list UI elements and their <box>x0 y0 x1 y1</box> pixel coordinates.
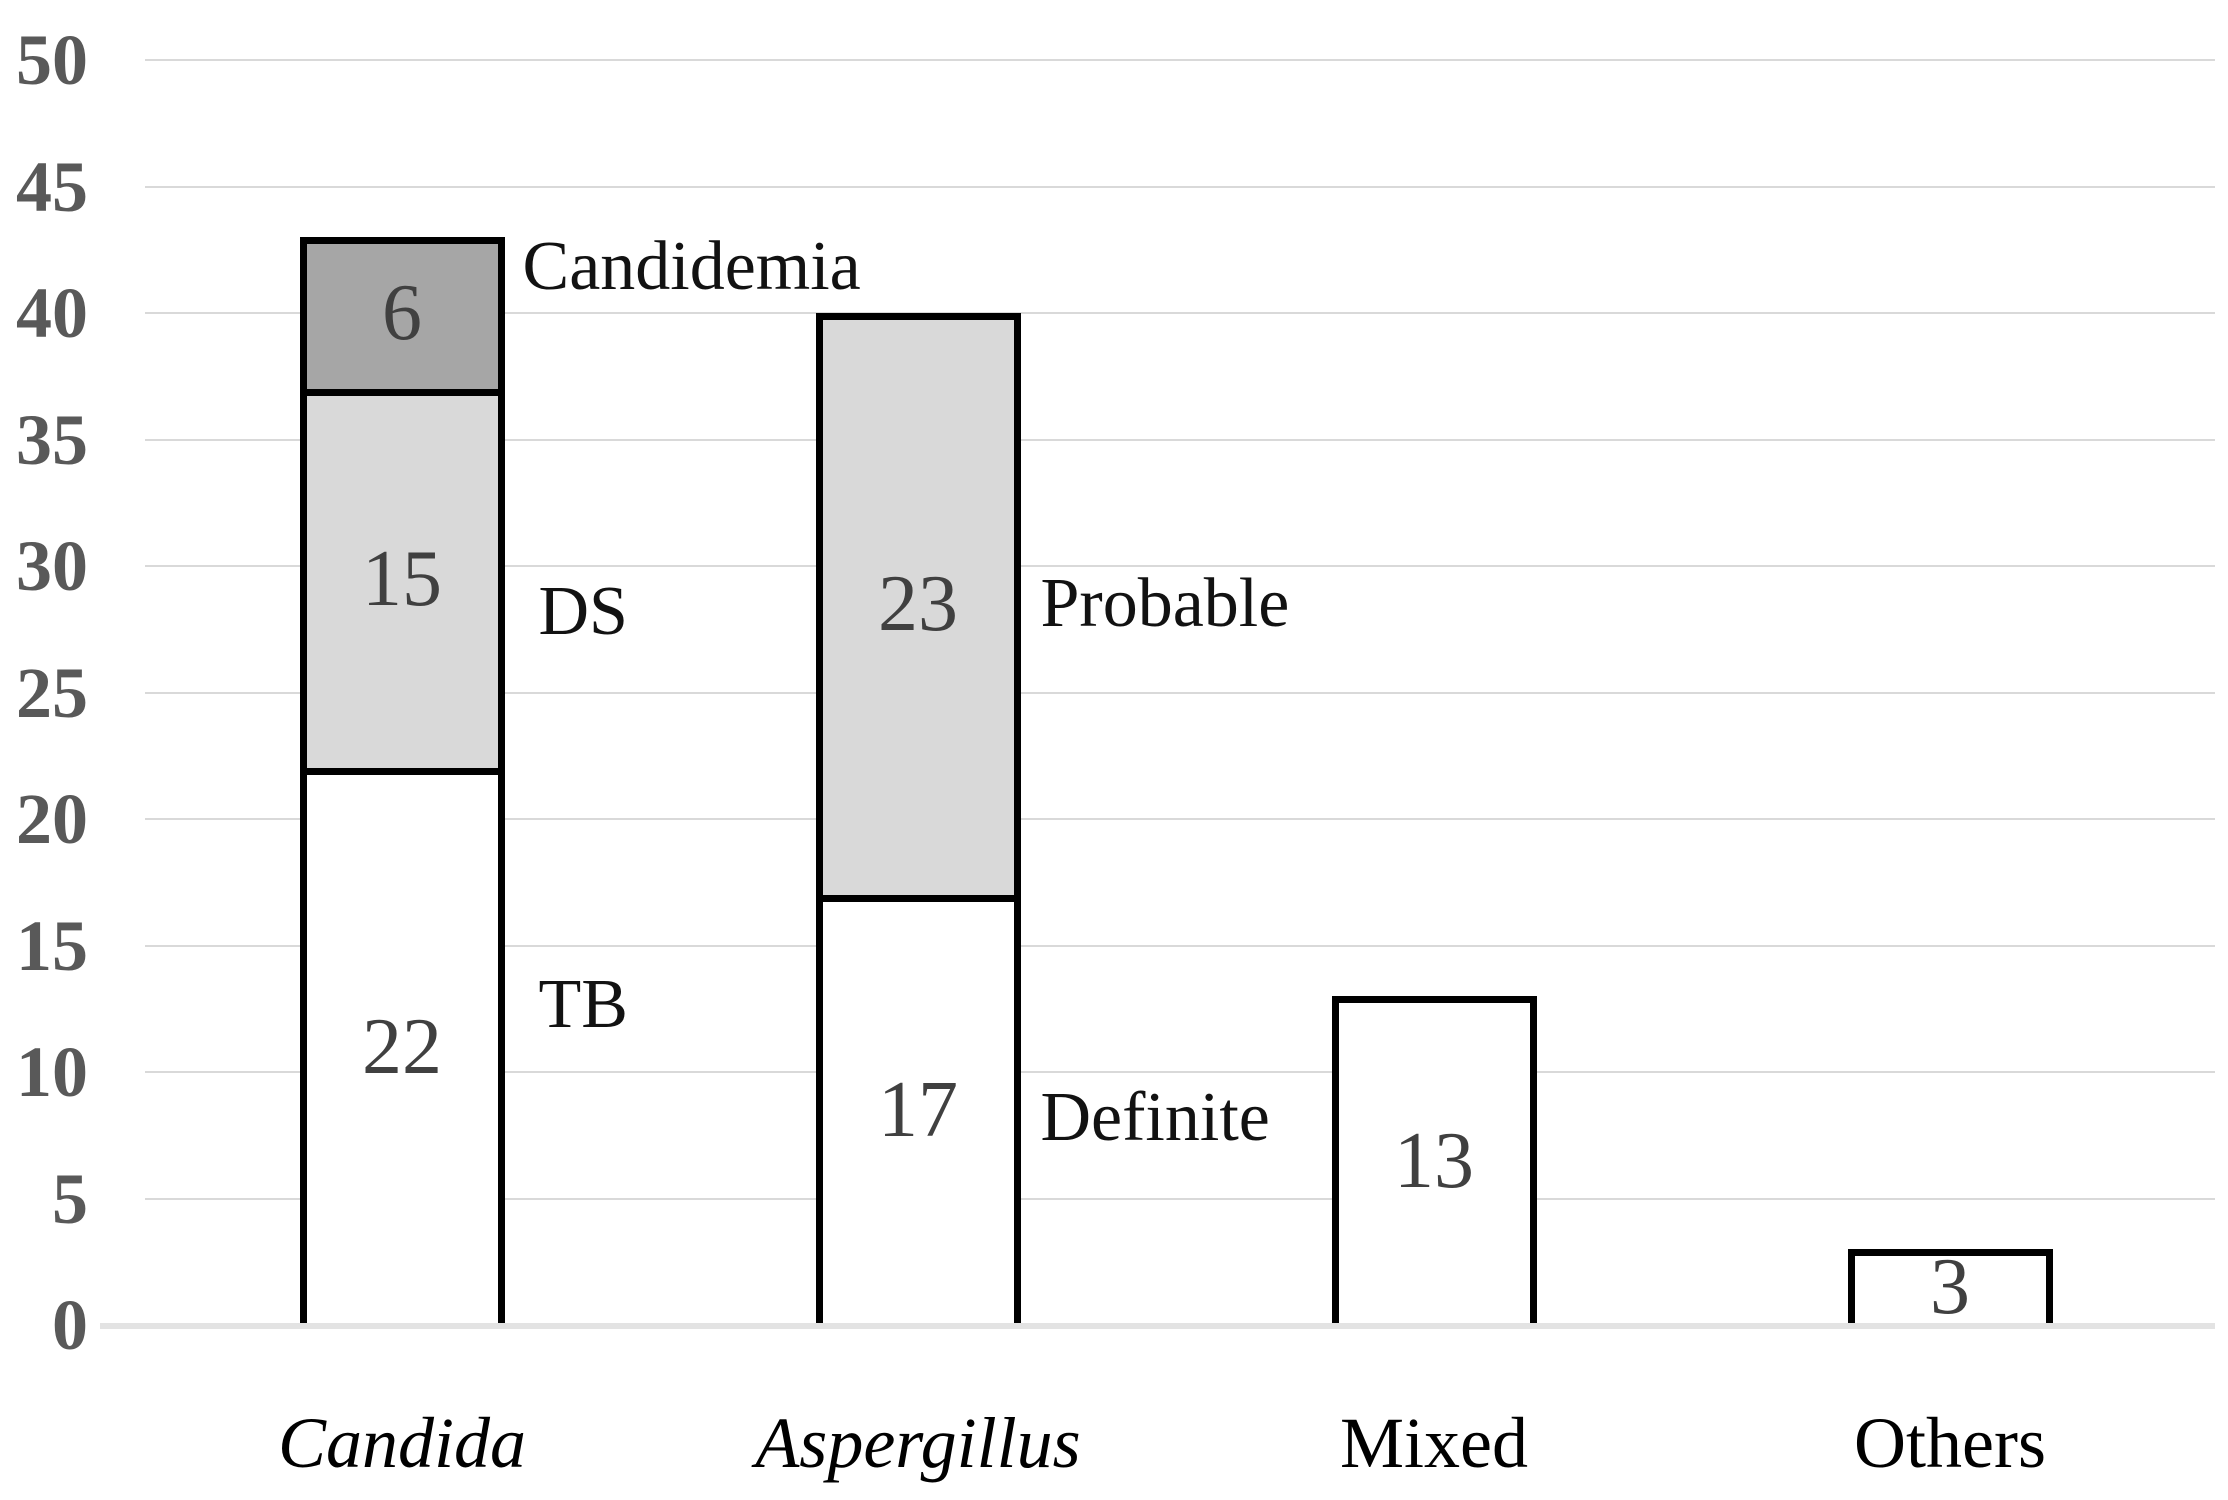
y-tick-label-20: 20 <box>16 779 88 859</box>
value-label-mixed-13: 13 <box>1394 1116 1474 1205</box>
value-label-candida-15: 15 <box>362 534 442 623</box>
gridline-15 <box>145 944 2215 947</box>
x-category-label-mixed: Mixed <box>1340 1403 1528 1483</box>
y-tick-label-10: 10 <box>16 1032 88 1112</box>
annotation-tb: TB <box>538 965 628 1043</box>
x-category-label-others: Others <box>1854 1403 2046 1483</box>
value-label-others-3: 3 <box>1930 1243 1970 1332</box>
annotation-definite: Definite <box>1040 1078 1270 1156</box>
annotation-ds: DS <box>538 572 628 650</box>
gridline-20 <box>145 818 2215 820</box>
value-label-aspergillus-23: 23 <box>878 559 958 648</box>
x-category-label-candida: Candida <box>277 1403 527 1483</box>
gridline-10 <box>145 1071 2215 1073</box>
bar-segment-aspergillus-probable <box>815 313 1021 902</box>
annotation-probable: Probable <box>1040 564 1290 642</box>
gridline-35 <box>145 438 2215 441</box>
value-label-aspergillus-17: 17 <box>878 1065 958 1154</box>
y-tick-label-15: 15 <box>16 905 88 986</box>
y-tick-label-40: 40 <box>16 273 88 353</box>
bar-segment-aspergillus-definite <box>815 894 1021 1325</box>
y-tick-label-0: 0 <box>52 1285 88 1365</box>
y-tick-label-5: 5 <box>52 1158 88 1239</box>
gridline-40 <box>145 312 2215 314</box>
x-category-label-aspergillus: Aspergillus <box>755 1403 1081 1483</box>
bar-segment-others-3 <box>1847 1249 2053 1325</box>
gridline-30 <box>145 565 2215 567</box>
x-axis-baseline <box>100 1323 2215 1329</box>
gridline-5 <box>145 1197 2215 1200</box>
y-tick-label-45: 45 <box>16 146 88 227</box>
y-tick-label-35: 35 <box>16 399 88 480</box>
y-tick-label-30: 30 <box>16 526 88 606</box>
annotation-candidemia: Candidemia <box>522 228 861 305</box>
value-label-candida-6: 6 <box>382 269 422 357</box>
y-tick-label-50: 50 <box>16 20 88 100</box>
gridline-50 <box>145 59 2215 61</box>
bar-segment-candida-candidemia <box>299 237 505 396</box>
bar-segment-mixed-13 <box>1331 996 1537 1325</box>
gridline-25 <box>145 691 2215 694</box>
bar-segment-candida-tb <box>299 768 505 1325</box>
gridline-45 <box>145 185 2215 188</box>
y-tick-label-25: 25 <box>16 652 88 733</box>
value-label-candida-22: 22 <box>362 1002 442 1091</box>
